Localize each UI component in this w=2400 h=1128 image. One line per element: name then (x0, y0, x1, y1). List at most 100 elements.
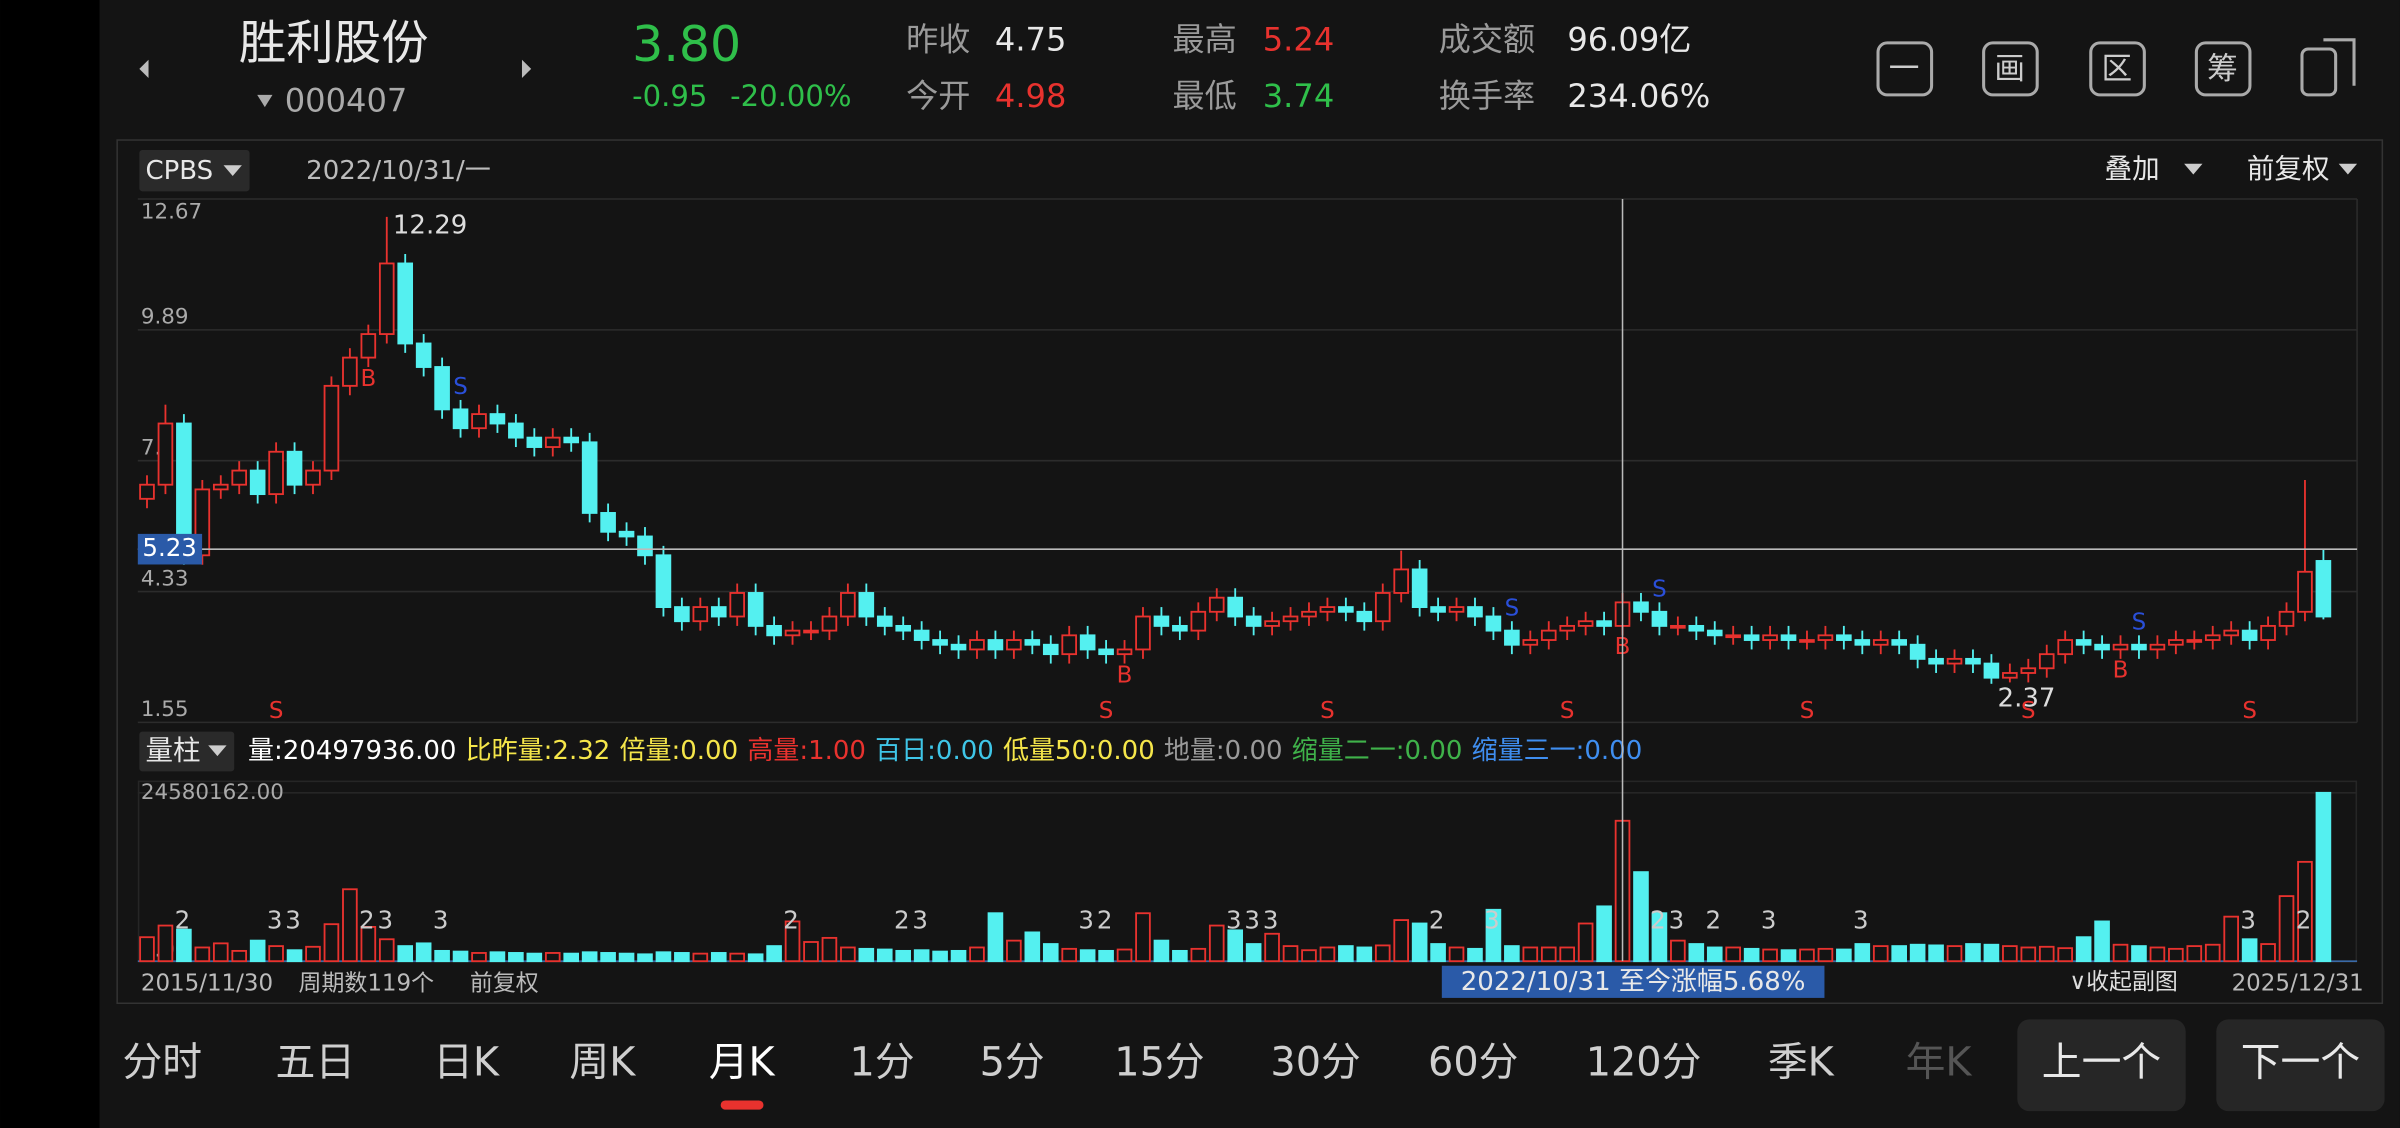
period-tabs: 分时 五日 日K 周K 月K 1分 5分 15分 30分 60分 120分 季K… (123, 1040, 1973, 1086)
candle-body (1946, 657, 1963, 665)
volume-mark-label: 3 (1853, 905, 1869, 934)
plot: 12.679.897.114.331.5512.292.37SSSSSSSBSB… (137, 198, 2358, 963)
candle-body (729, 592, 746, 618)
volume-bar (1006, 939, 1022, 963)
phone-icon[interactable] (2300, 47, 2338, 97)
volume-bar (637, 953, 653, 963)
volume-bar (452, 950, 469, 963)
volume-bar (1854, 943, 1871, 963)
volume-bar (1909, 943, 1926, 963)
candle-body (1301, 610, 1317, 618)
next-button[interactable] (2216, 1019, 2385, 1112)
tab[interactable]: 季K (1768, 1040, 1835, 1086)
dropdown-arrow (223, 165, 242, 177)
candle-body (1411, 568, 1428, 609)
candle-signal: B (360, 366, 376, 392)
chart-panel (116, 139, 2384, 1005)
volume-bar (1208, 924, 1225, 963)
candle-body (1780, 634, 1797, 641)
volume-bar (1633, 871, 1649, 963)
stat-label: 成交额 (1439, 20, 1535, 58)
volume-mark-label: 3 (1226, 905, 1242, 934)
candle-signal: S (1652, 577, 1667, 603)
volume-bar (2057, 947, 2073, 963)
footer: 2015/11/30 周期数119个 前复权 2022/10/31 至今涨幅5.… (141, 965, 2364, 998)
min-label: 2.37 (1998, 684, 2056, 714)
candle-body (563, 436, 580, 444)
volume-bar (2278, 895, 2295, 963)
code-dropdown[interactable] (257, 94, 273, 108)
volume-bar (1522, 946, 1539, 963)
volume-bar (1024, 931, 1041, 963)
prev-stock-arrow[interactable] (139, 59, 149, 79)
y-tick-label: 9.89 (141, 305, 189, 330)
volume-bar (508, 952, 524, 963)
crosshair-price-box (137, 533, 203, 565)
adjust-selector[interactable]: 前复权 (2247, 153, 2330, 185)
tab[interactable]: 1分 (850, 1040, 915, 1086)
candle-body (1338, 606, 1354, 613)
tab[interactable]: 60分 (1428, 1040, 1518, 1086)
candle-body (2315, 560, 2332, 618)
candle-body (784, 629, 801, 637)
candle-body (1264, 620, 1280, 627)
volume-bar (1172, 949, 1188, 963)
candle-body (2075, 639, 2092, 646)
overlay-selector[interactable]: 叠加 (2105, 153, 2160, 185)
volume-bar (987, 912, 1004, 963)
volume-mark-label: 3 (1761, 905, 1777, 934)
volume-mark-label: 3 (433, 905, 449, 934)
tool-button[interactable] (2194, 41, 2252, 97)
dropdown-arrow (2184, 163, 2203, 175)
volume-bar (2168, 947, 2184, 963)
volume-bar (821, 936, 838, 963)
volume-bar (1079, 949, 1096, 963)
stock-code: 000407 (285, 82, 408, 120)
indicator-selector[interactable] (139, 149, 250, 192)
candle-body (1172, 624, 1188, 632)
volume-bar (1282, 945, 1299, 963)
volume-bar (2223, 915, 2239, 963)
volume-bar (1042, 943, 1059, 963)
candle-body (268, 450, 284, 496)
tool-label: 筹 (2207, 52, 2238, 87)
tab[interactable]: 年K (1906, 1040, 1973, 1086)
tool-button[interactable] (1876, 41, 1934, 97)
tab[interactable]: 120分 (1586, 1040, 1702, 1086)
tool-button[interactable] (2089, 41, 2146, 97)
tab[interactable]: 五日 (276, 1040, 356, 1086)
tab[interactable]: 月K (709, 1040, 776, 1086)
collapse-subchart[interactable]: ∨收起副图 (2069, 969, 2178, 995)
volume-bar (2149, 946, 2166, 963)
tab[interactable]: 30分 (1270, 1040, 1360, 1086)
tab[interactable]: 日K (433, 1040, 500, 1086)
footer-adjust: 前复权 (470, 971, 539, 997)
prev-button[interactable] (2017, 1019, 2186, 1112)
tab[interactable]: 分时 (123, 1040, 203, 1086)
candle-body (342, 356, 358, 387)
volume-bar (2241, 938, 2258, 963)
volume-bar (1245, 943, 1262, 963)
candle-body (1430, 606, 1446, 613)
volume-bar (1393, 919, 1410, 963)
volume-bar (2094, 920, 2110, 963)
candle-signal: B (1117, 662, 1133, 688)
candle-body (2241, 629, 2258, 641)
candle-body (895, 624, 912, 632)
volume-bar (1467, 947, 1483, 963)
volume-bar (2020, 946, 2037, 963)
start-date: 2015/11/30 (141, 971, 273, 997)
volume-bar (194, 946, 211, 963)
next-stock-arrow[interactable] (521, 59, 532, 79)
tab[interactable]: 5分 (980, 1040, 1045, 1086)
tool-button[interactable] (1982, 41, 2039, 97)
tab[interactable]: 周K (569, 1040, 636, 1086)
volume-tab[interactable] (139, 731, 235, 772)
volume-bar (1983, 943, 2000, 963)
volume-bar (157, 924, 174, 963)
candle-body (452, 408, 469, 430)
volume-bar (544, 952, 561, 963)
volume-readout: 缩量二一:0.00 (1292, 736, 1463, 766)
tab[interactable]: 15分 (1114, 1040, 1204, 1086)
candle-body (2186, 639, 2203, 643)
